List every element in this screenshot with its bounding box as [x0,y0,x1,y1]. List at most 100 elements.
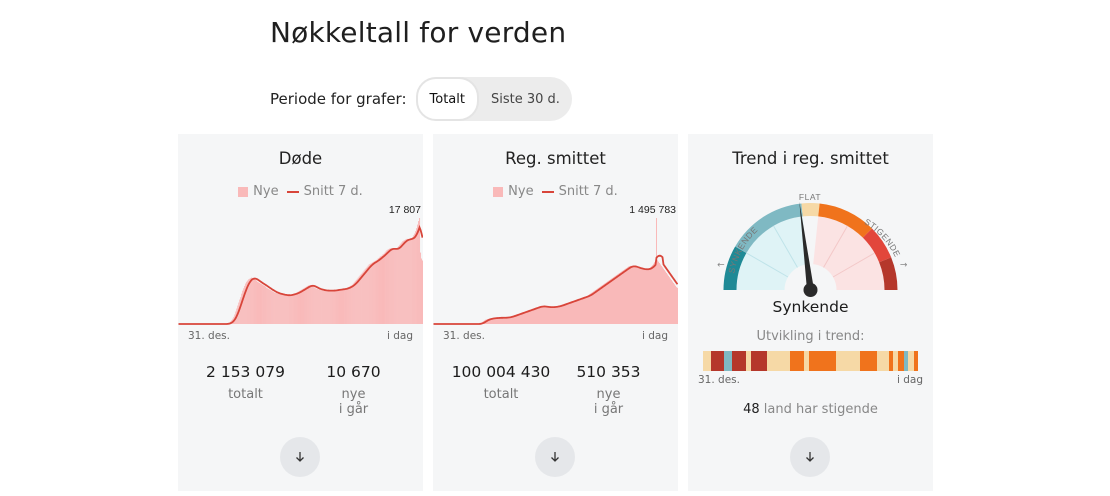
bar [488,318,489,324]
bar [330,290,332,324]
expand-button[interactable] [790,437,830,477]
gauge-arrow-right: → [900,260,908,270]
bar [278,294,280,324]
bar [539,306,540,324]
strip-segment [710,351,725,371]
bar [601,285,602,324]
bar [616,275,617,324]
period-option-total[interactable]: Totalt [415,77,479,121]
bar [328,290,330,324]
bar [256,280,258,324]
bar [489,318,490,324]
bar [567,302,568,324]
legend-swatch-bars [493,186,504,197]
bar [267,288,269,324]
expand-button[interactable] [535,437,575,477]
period-label: Periode for grafer: [270,90,407,108]
bar [297,291,299,324]
bar [515,314,516,324]
needle-hub [803,283,818,297]
bar [409,239,411,324]
bar [526,310,527,324]
bar [571,301,572,324]
strip-segment [842,351,849,371]
trend-state: Synkende [772,298,849,316]
bar [359,275,361,324]
strip-segment [892,351,899,371]
bar [382,254,384,324]
strip-segment [809,351,823,371]
bar [308,285,310,324]
bar [519,313,520,324]
bar [505,317,506,324]
bar [292,293,294,324]
bar [510,316,511,324]
bar [340,289,342,324]
bar [249,278,251,324]
bar [610,279,611,324]
legend-item-line: Snitt 7 d. [286,184,363,199]
bar [264,286,266,324]
strip-segment [859,351,878,371]
bar [250,278,252,324]
bar [604,283,605,324]
bar [362,271,364,324]
bar [585,296,586,324]
bar [547,307,548,324]
legend-label-line: Snitt 7 d. [303,184,363,199]
bar [402,241,404,324]
bar [583,297,584,324]
bar [551,307,552,324]
bar [296,292,298,324]
bar [554,306,555,324]
bar [347,287,349,324]
bar [561,304,562,324]
legend-swatch-line [286,190,299,193]
bar [260,283,261,324]
bar [533,308,534,324]
strip-segment [913,351,918,371]
rising-countries-text: 48 land har stigende [688,402,933,417]
period-selector: Periode for grafer: Totalt Siste 30 d. [270,77,572,121]
total-label: totalt [483,387,519,402]
bar [586,296,587,324]
bar [355,279,357,324]
gauge-band-rising-strong [862,228,892,263]
bar [667,274,668,324]
bar [651,266,652,324]
bar [329,290,331,324]
bar [625,268,626,324]
bar [403,240,405,324]
bar [325,290,327,324]
x-axis-end-label: i dag [386,330,413,342]
legend-item-bars: Nye [493,184,534,199]
strip-end-label: i dag [896,374,923,386]
bar [596,289,597,324]
bar [383,253,385,324]
bar [645,269,646,324]
bar [298,291,300,324]
bar [602,285,603,324]
card-title: Trend i reg. smittet [732,149,889,168]
strip-start-label: 31. des. [698,374,740,386]
bar [304,287,306,324]
gauge-arrow-left: ← [717,260,725,270]
deaths-chart: 17 807 [178,204,423,325]
bar [570,301,571,324]
page-title: Nøkkeltall for verden [270,16,567,49]
expand-button[interactable] [280,437,320,477]
total-stat: 100 004 430 totalt [447,363,555,402]
bar [376,259,378,324]
new-stat: 10 670 nye i går [306,363,401,417]
bar [587,295,588,324]
trend-card: Trend i reg. smittet ← → SYNKENDE FLAT ST… [688,134,933,491]
bar [303,288,305,324]
bar [511,316,512,324]
strip-segment [907,351,914,371]
bar [504,317,505,324]
bar [391,248,393,324]
bar [339,289,341,324]
bar [404,240,406,324]
gauge-tick [832,252,875,278]
period-option-last-30-days[interactable]: Siste 30 d. [490,91,560,107]
